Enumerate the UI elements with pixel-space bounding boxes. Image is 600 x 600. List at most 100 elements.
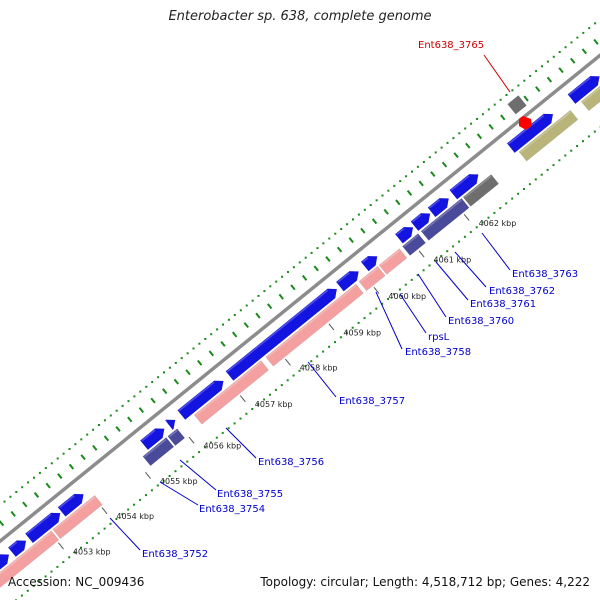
- gene-feature: [402, 233, 426, 256]
- gene-label: Ent638_3765: [418, 40, 484, 51]
- gc-skew-dot: [174, 470, 177, 473]
- gc-skew-dot: [215, 436, 218, 439]
- gc-skew-dot: [168, 366, 171, 369]
- gc-skew-dot: [26, 589, 29, 592]
- gc-skew-dot: [594, 22, 597, 25]
- gc-skew-dot: [162, 479, 165, 482]
- gene-feature-shine: [403, 234, 419, 248]
- gc-skew-dash: [220, 340, 226, 347]
- gc-skew-dot: [416, 165, 419, 168]
- gene-feature: [378, 248, 408, 275]
- gc-skew-dash: [570, 57, 576, 64]
- gc-skew-dot: [221, 431, 224, 434]
- kbp-tick-mark: [418, 250, 425, 258]
- accession-label: Accession: NC_009436: [8, 575, 145, 589]
- gc-skew-dot: [440, 255, 443, 257]
- gene-label-leader: [179, 459, 217, 491]
- gc-skew-dash: [278, 293, 284, 300]
- gene-label: Ent638_3755: [217, 489, 283, 500]
- gc-skew-dot: [576, 145, 579, 147]
- kbp-tick-label: 4054 kbp: [116, 512, 154, 521]
- gc-skew-dot: [334, 232, 337, 235]
- gc-skew-dash: [301, 274, 308, 281]
- gc-skew-dot: [298, 261, 301, 264]
- gc-skew-dot: [85, 541, 88, 544]
- kbp-tick-label: 4058 kbp: [300, 364, 338, 373]
- gc-skew-dot: [481, 113, 484, 116]
- gc-skew-dot: [32, 585, 35, 587]
- gc-skew-dot: [156, 484, 159, 487]
- gc-skew-dash: [68, 463, 75, 470]
- gene-feature: [410, 213, 431, 232]
- gc-skew-dot: [292, 266, 295, 269]
- gc-skew-dot: [145, 494, 147, 497]
- gene-label: Ent638_3758: [405, 347, 471, 358]
- kbp-tick-mark: [463, 213, 470, 221]
- gc-skew-dot: [9, 495, 12, 498]
- gc-skew-dot: [233, 314, 236, 316]
- gc-skew-dot: [588, 27, 591, 30]
- gene-feature-shine: [168, 429, 178, 438]
- gc-skew-dot: [257, 294, 260, 297]
- gene-label-leader: [375, 291, 403, 350]
- kbp-tick-label: 4056 kbp: [204, 442, 242, 451]
- gc-skew-dot: [269, 393, 271, 396]
- gc-skew-dot: [398, 288, 401, 291]
- gc-skew-dot: [558, 51, 561, 53]
- gc-skew-dash: [453, 152, 459, 159]
- gc-skew-dash: [185, 369, 191, 376]
- gc-skew-dot: [405, 175, 408, 178]
- gc-skew-dot: [38, 580, 41, 583]
- gc-skew-dot: [446, 141, 449, 144]
- gc-skew-dot: [91, 537, 94, 540]
- gc-skew-dot: [340, 228, 343, 230]
- gc-skew-dot: [458, 132, 461, 135]
- gc-skew-dot: [239, 309, 242, 312]
- kbp-tick-mark: [188, 436, 195, 444]
- kbp-tick-label: 4061 kbp: [434, 255, 472, 264]
- gene-feature: [167, 428, 186, 446]
- gc-skew-dot: [33, 476, 35, 479]
- gc-skew-dot: [245, 412, 248, 415]
- gene-feature: [394, 226, 414, 244]
- gc-skew-dot: [593, 130, 596, 133]
- gc-skew-dash: [476, 133, 483, 140]
- gene-feature: [193, 360, 269, 425]
- gc-skew-dot: [363, 317, 366, 320]
- gc-skew-dash: [290, 284, 296, 291]
- gc-skew-dot: [157, 376, 160, 379]
- gc-skew-dot: [151, 381, 154, 383]
- gc-skew-dot: [127, 508, 130, 511]
- gene-feature-shine: [396, 228, 405, 235]
- gene-feature: [567, 75, 600, 105]
- gc-skew-dot: [216, 328, 219, 331]
- gc-skew-dot: [139, 498, 142, 501]
- gc-skew-dot: [163, 371, 165, 374]
- gc-skew-dot: [411, 170, 413, 173]
- gene-labels: Ent638_3752 Ent638_3754 Ent638_3755 Ent638_…: [109, 40, 578, 560]
- gene-label-leader: [435, 261, 469, 301]
- gc-skew-dot: [528, 183, 531, 186]
- gc-skew-dot: [210, 333, 213, 336]
- gc-skew-dot: [269, 285, 272, 288]
- gene-label: Ent638_3757: [339, 396, 405, 407]
- gc-skew-dot: [529, 74, 532, 77]
- gc-skew-dot: [440, 146, 443, 149]
- gc-skew-dot: [274, 388, 277, 391]
- gc-skew-dot: [422, 161, 425, 163]
- gc-skew-dot: [38, 471, 41, 474]
- gc-skew-dash: [500, 114, 506, 121]
- kbp-tick-label: 4057 kbp: [255, 400, 293, 409]
- gc-skew-dash: [10, 510, 16, 517]
- gene-label: Ent638_3752: [142, 549, 208, 560]
- gc-skew-dot: [452, 137, 455, 140]
- gc-skew-dash: [336, 246, 343, 253]
- gc-skew-dot: [186, 460, 189, 463]
- gene-label: rpsL: [428, 332, 450, 343]
- gene-feature-shine: [26, 513, 52, 535]
- gc-skew-dot: [292, 374, 295, 377]
- gc-skew-dot: [86, 433, 89, 436]
- gc-skew-dot: [499, 98, 502, 101]
